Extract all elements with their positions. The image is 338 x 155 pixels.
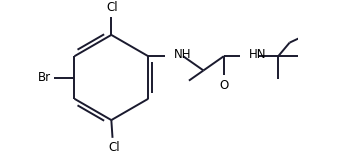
Text: Br: Br xyxy=(38,71,51,84)
Text: Cl: Cl xyxy=(108,141,120,154)
Text: NH: NH xyxy=(174,48,191,61)
Text: O: O xyxy=(219,79,228,92)
Text: Cl: Cl xyxy=(107,1,118,14)
Text: HN: HN xyxy=(249,48,266,61)
